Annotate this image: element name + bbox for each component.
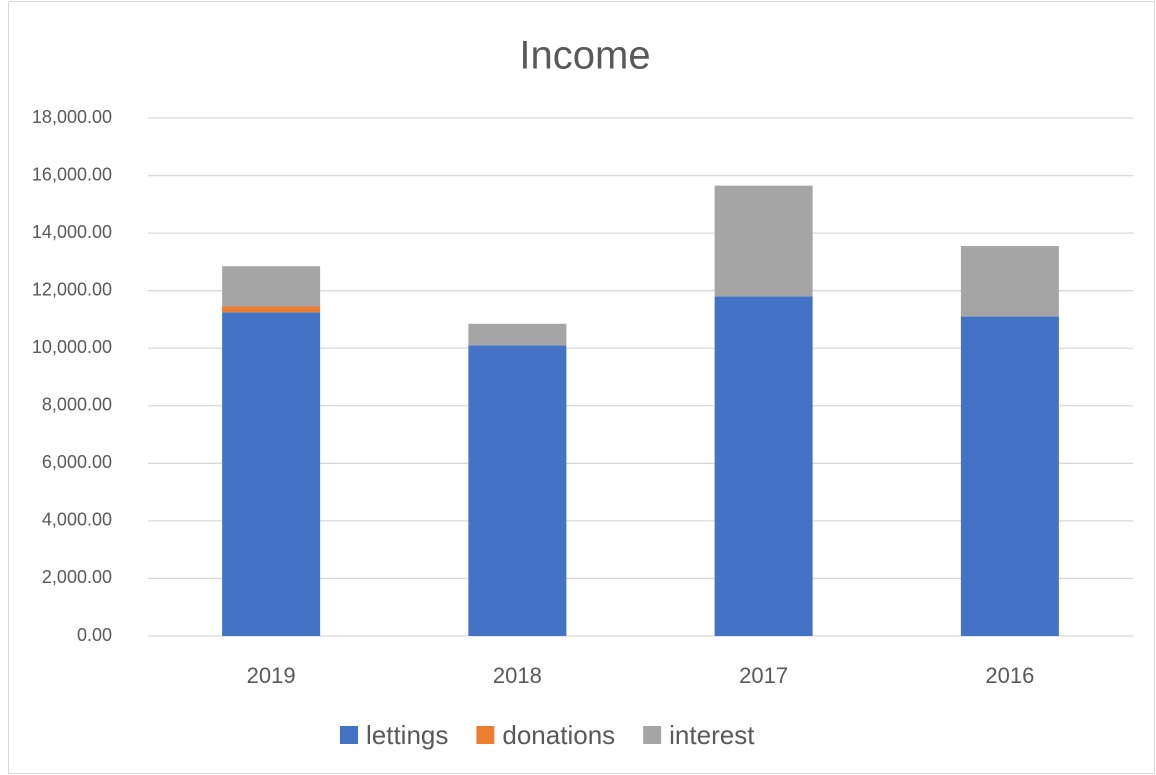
x-tick-label: 2018: [493, 663, 542, 688]
x-tick-label: 2016: [985, 663, 1034, 688]
y-tick-label: 2,000.00: [42, 567, 112, 587]
bar-segment: [222, 306, 321, 313]
bar-segment: [222, 266, 321, 307]
y-tick-label: 10,000.00: [32, 337, 112, 357]
x-tick-label: 2017: [739, 663, 788, 688]
legend-label: interest: [669, 720, 755, 750]
bar-segment: [714, 185, 813, 297]
y-tick-label: 6,000.00: [42, 452, 112, 472]
bar-segment: [960, 246, 1059, 317]
legend-label: donations: [502, 720, 615, 750]
y-tick-label: 8,000.00: [42, 395, 112, 415]
y-tick-label: 14,000.00: [32, 222, 112, 242]
chart-title: Income: [519, 34, 650, 78]
legend-swatch: [476, 726, 495, 744]
bar-segment: [714, 296, 813, 636]
y-tick-label: 18,000.00: [32, 107, 112, 127]
legend-label: lettings: [366, 720, 448, 750]
y-tick-label: 4,000.00: [42, 510, 112, 530]
bar-segment: [222, 312, 321, 636]
y-tick-label: 16,000.00: [32, 164, 112, 184]
y-tick-label: 12,000.00: [32, 279, 112, 299]
bar-segment: [960, 316, 1059, 636]
bar-segment: [468, 323, 567, 346]
legend-swatch: [340, 726, 358, 744]
bar-segment: [468, 345, 567, 636]
x-tick-label: 2019: [247, 663, 296, 688]
legend-swatch: [643, 726, 662, 744]
y-tick-label: 0.00: [77, 625, 112, 645]
